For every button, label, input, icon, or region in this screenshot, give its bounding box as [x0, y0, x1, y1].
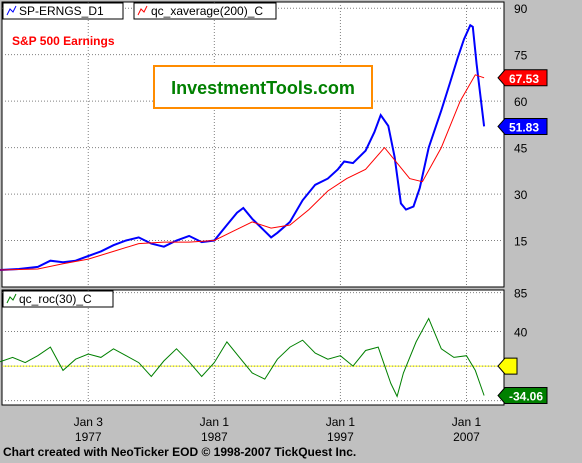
x-tick-label-bottom: 1987 [201, 430, 228, 444]
x-tick-label-top: Jan 3 [74, 415, 104, 429]
legend-roc-label: qc_roc(30)_C [19, 292, 92, 306]
legend-box-roc [2, 290, 114, 308]
earnings-y-tick-label: 45 [514, 142, 528, 156]
chart-title: S&P 500 Earnings [12, 34, 115, 48]
x-tick-label-top: Jan 1 [200, 415, 230, 429]
legend-series2-icon [137, 5, 148, 16]
roc-series-roc [0, 317, 485, 398]
earnings-value-tag [497, 69, 548, 87]
earnings-panel: 15 30 45 60 75 90 67.53 51.83 SP-ERNGS_D1 qc_x… [0, 1, 548, 288]
footer-credit: Chart created with NeoTicker EOD © 1998-… [3, 445, 357, 459]
x-tick-label-bottom: 2007 [453, 430, 480, 444]
roc-grid [2, 290, 504, 405]
roc-plot-area [1, 289, 505, 406]
earnings-series [0, 23, 486, 271]
earnings-series-average [0, 74, 485, 271]
earnings-value-tag-text: 51.83 [509, 120, 539, 134]
roc-value-tag [497, 357, 518, 375]
roc-y-tick-label: 40 [514, 326, 528, 340]
earnings-value-tag-text: 67.53 [509, 72, 539, 86]
earnings-y-tick-label: 90 [514, 2, 528, 16]
earnings-value-tag [497, 117, 548, 135]
roc-y-axis: 40 85 [514, 287, 528, 340]
watermark-text: InvestmentTools.com [171, 78, 355, 98]
earnings-series-price [0, 23, 486, 271]
earnings-y-tick-label: 15 [514, 235, 528, 249]
legend-box-series2 [133, 2, 277, 20]
earnings-y-axis: 15 30 45 60 75 90 [514, 2, 528, 248]
earnings-plot-area [1, 1, 505, 288]
roc-value-labels: -34.06 [497, 357, 548, 405]
roc-value-tag-text: -34.06 [509, 390, 543, 404]
earnings-y-tick-label: 60 [514, 95, 528, 109]
legend-series1-icon [6, 5, 17, 16]
earnings-y-tick-label: 30 [514, 188, 528, 202]
x-tick-label-top: Jan 1 [326, 415, 356, 429]
roc-value-tag [497, 387, 548, 405]
x-tick-label-bottom: 1977 [75, 430, 102, 444]
legend-series2-label: qc_xaverage(200)_C [151, 4, 263, 18]
earnings-y-tick-label: 75 [514, 49, 528, 63]
legend-box-series1 [2, 2, 124, 20]
roc-panel: 40 85 -34.06 qc_roc(30)_C [0, 287, 548, 406]
x-tick-label-bottom: 1997 [327, 430, 354, 444]
roc-y-tick-label: 85 [514, 287, 528, 301]
legend-series1-label: SP-ERNGS_D1 [19, 4, 104, 18]
earnings-value-labels: 67.53 51.83 [497, 69, 548, 135]
watermark-box [153, 65, 373, 109]
roc-series [0, 317, 485, 398]
x-tick-label-top: Jan 1 [452, 415, 482, 429]
legend-roc-icon [6, 293, 17, 304]
